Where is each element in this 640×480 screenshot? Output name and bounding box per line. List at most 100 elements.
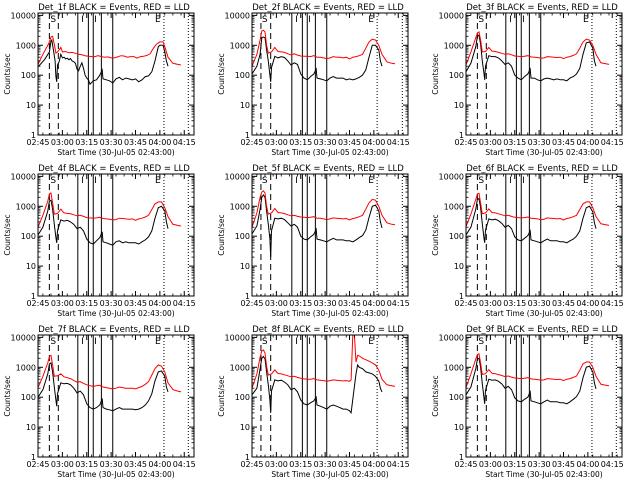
y-tick-label: 1 <box>245 453 250 462</box>
marker-label-i: I <box>94 337 97 347</box>
panel-title: Det_4f BLACK = Events, RED = LLD <box>38 164 190 174</box>
y-tick-label: 1 <box>459 453 464 462</box>
x-tick-label: 03:45 <box>552 138 575 147</box>
series-events <box>38 362 169 412</box>
x-tick-label: 03:30 <box>528 460 551 469</box>
y-tick-label: 10000 <box>225 172 250 181</box>
series-events <box>252 193 383 258</box>
marker-label-i: I <box>295 176 298 186</box>
marker-label-i: I <box>81 176 84 186</box>
x-tick-label: 03:00 <box>265 299 288 308</box>
x-tick-label: 03:15 <box>75 138 98 147</box>
x-tick-label: 03:45 <box>124 460 147 469</box>
series-events <box>466 197 597 244</box>
y-tick-label: 1000 <box>16 363 36 372</box>
x-tick-label: 03:15 <box>75 460 98 469</box>
x-axis-title: Start Time (30-Jul-05 02:43:00) <box>57 309 174 318</box>
y-tick-label: 1000 <box>16 202 36 211</box>
x-tick-label: 03:45 <box>338 138 361 147</box>
marker-label-s: S <box>262 176 268 186</box>
panel-title: Det_6f BLACK = Events, RED = LLD <box>466 164 618 174</box>
panel-det-4: Det_4f BLACK = Events, RED = LLD S I I E 1 10 1… <box>3 164 196 318</box>
panel-title: Det_8f BLACK = Events, RED = LLD <box>252 325 404 335</box>
plot-frame <box>37 334 195 458</box>
y-tick-label: 100 <box>449 393 464 402</box>
y-tick-label: 10000 <box>11 333 36 342</box>
x-tick-label: 04:15 <box>601 299 624 308</box>
y-tick-label: 1 <box>245 292 250 301</box>
x-tick-label: 03:00 <box>265 460 288 469</box>
marker-label-i: I <box>308 337 311 347</box>
x-tick-label: 04:00 <box>148 460 171 469</box>
x-tick-label: 03:00 <box>479 299 502 308</box>
x-tick-label: 03:15 <box>289 460 312 469</box>
x-tick-label: 04:15 <box>387 460 410 469</box>
plot-frame <box>251 334 409 458</box>
panel-det-9: Det_9f BLACK = Events, RED = LLD S I I E 1 10 1… <box>431 325 624 479</box>
x-tick-label: 02:45 <box>454 299 477 308</box>
series-lld <box>38 354 182 393</box>
plot-frame <box>465 334 623 458</box>
y-tick-label: 1000 <box>230 202 250 211</box>
x-tick-label: 03:30 <box>528 138 551 147</box>
series-events <box>252 355 383 415</box>
y-axis-title: Counts/sec <box>3 53 12 94</box>
x-tick-label: 04:00 <box>576 138 599 147</box>
x-axis-title: Start Time (30-Jul-05 02:43:00) <box>485 470 602 479</box>
y-tick-label: 10 <box>454 423 464 432</box>
y-tick-label: 100 <box>21 71 36 80</box>
x-tick-label: 04:15 <box>173 460 196 469</box>
marker-label-s: S <box>478 176 484 186</box>
marker-label-i: I <box>522 15 525 25</box>
x-tick-label: 03:00 <box>479 460 502 469</box>
series-events <box>38 199 169 246</box>
x-axis-title: Start Time (30-Jul-05 02:43:00) <box>57 148 174 157</box>
plot-area <box>38 335 189 457</box>
marker-label-i: I <box>509 15 512 25</box>
marker-label-e: E <box>368 176 374 186</box>
x-tick-label: 03:15 <box>289 138 312 147</box>
y-tick-label: 1000 <box>444 41 464 50</box>
series-lld <box>466 192 610 227</box>
x-tick-label: 04:15 <box>601 138 624 147</box>
y-axis-title: Counts/sec <box>3 375 12 416</box>
y-tick-label: 1 <box>31 131 36 140</box>
y-tick-label: 10 <box>240 423 250 432</box>
marker-label-s: S <box>478 337 484 347</box>
x-tick-label: 02:45 <box>26 138 49 147</box>
y-axis-title: Counts/sec <box>431 53 440 94</box>
y-tick-label: 1000 <box>230 363 250 372</box>
y-tick-label: 100 <box>449 71 464 80</box>
x-tick-label: 04:00 <box>148 138 171 147</box>
marker-label-e: E <box>583 176 589 186</box>
y-tick-label: 100 <box>21 232 36 241</box>
panel-title: Det_7f BLACK = Events, RED = LLD <box>38 325 190 335</box>
x-tick-label: 03:45 <box>338 299 361 308</box>
x-tick-label: 03:15 <box>289 299 312 308</box>
x-tick-label: 03:00 <box>479 138 502 147</box>
x-tick-label: 04:00 <box>148 299 171 308</box>
panel-det-6: Det_6f BLACK = Events, RED = LLD S I I E 1 10 1… <box>431 164 624 318</box>
y-tick-label: 10000 <box>439 172 464 181</box>
x-tick-label: 04:00 <box>576 460 599 469</box>
plot-area <box>38 174 189 296</box>
y-axis-title: Counts/sec <box>217 53 226 94</box>
series-events <box>466 34 597 82</box>
x-tick-label: 03:45 <box>338 460 361 469</box>
plot-area <box>252 335 403 457</box>
marker-label-e: E <box>368 337 374 347</box>
plot-area <box>466 335 617 457</box>
marker-label-i: I <box>94 15 97 25</box>
y-tick-label: 1 <box>459 131 464 140</box>
plot-frame <box>465 173 623 297</box>
panel-det-1: Det_1f BLACK = Events, RED = LLD S I I E 1 10 1… <box>3 3 196 157</box>
y-tick-label: 100 <box>235 71 250 80</box>
y-tick-label: 100 <box>449 232 464 241</box>
y-tick-label: 10 <box>26 423 36 432</box>
y-axis-title: Counts/sec <box>3 214 12 255</box>
y-tick-label: 1 <box>245 131 250 140</box>
series-lld <box>252 29 396 67</box>
x-tick-label: 03:30 <box>528 299 551 308</box>
y-axis-title: Counts/sec <box>431 375 440 416</box>
